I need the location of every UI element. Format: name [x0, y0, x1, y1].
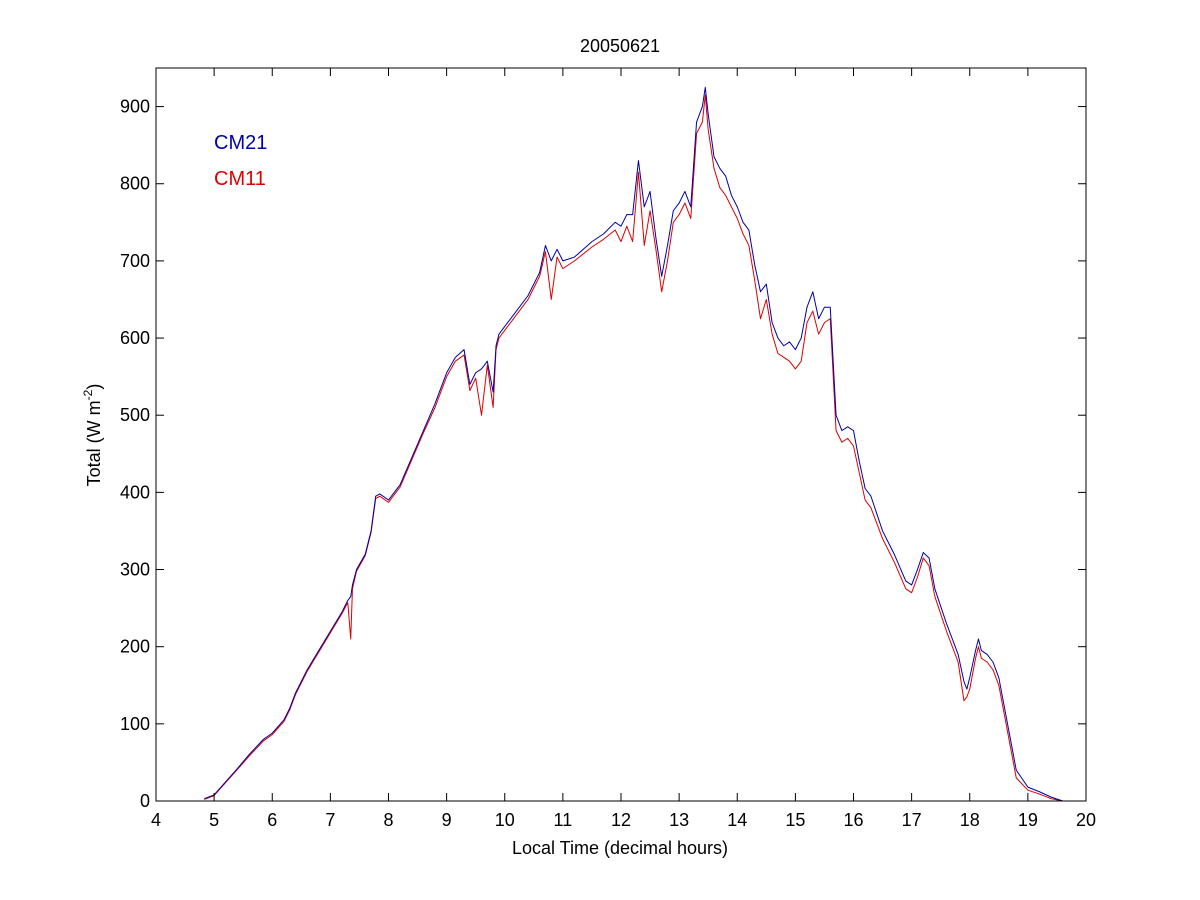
x-tick-label: 4 — [151, 810, 161, 830]
series-layer — [204, 86, 1063, 802]
x-tick-label: 20 — [1076, 810, 1096, 830]
x-tick-label: 12 — [611, 810, 631, 830]
x-tick-label: 11 — [554, 810, 573, 830]
series-line-cm21 — [204, 86, 1063, 802]
y-tick-label: 200 — [120, 637, 150, 657]
x-tick-label: 17 — [902, 810, 922, 830]
y-tick-label: 900 — [120, 97, 150, 117]
x-tick-label: 10 — [495, 810, 515, 830]
y-axis-label-superscript: -2 — [81, 389, 95, 400]
x-tick-label: 14 — [727, 810, 747, 830]
x-tick-label: 6 — [267, 810, 277, 830]
x-tick-label: 19 — [1018, 810, 1038, 830]
y-axis-label: Total (W m-2) — [81, 384, 104, 487]
y-tick-label: 0 — [140, 791, 150, 811]
y-tick-label: 800 — [120, 174, 150, 194]
x-tick-label: 5 — [209, 810, 219, 830]
y-tick-label: 700 — [120, 251, 150, 271]
x-tick-label: 7 — [325, 810, 335, 830]
legend-entry-cm21: CM21 — [214, 132, 267, 154]
x-tick-label: 8 — [383, 810, 393, 830]
y-tick-label: 500 — [120, 405, 150, 425]
y-tick-label: 600 — [120, 328, 150, 348]
x-tick-label: 15 — [785, 810, 805, 830]
x-axis-label: Local Time (decimal hours) — [512, 838, 728, 858]
x-tick-label: 9 — [442, 810, 452, 830]
x-tick-label: 18 — [960, 810, 980, 830]
y-axis-label-suffix: ) — [84, 384, 104, 390]
ticks-layer: 4 5 6 7 8 9 10 11 12 13 14 15 16 17 18 19 20010020030040… — [120, 68, 1096, 830]
chart-title: 20050621 — [580, 36, 660, 56]
legend: CM21 CM11 — [214, 132, 267, 190]
x-tick-label: 13 — [669, 810, 689, 830]
x-tick-label: 16 — [843, 810, 863, 830]
plot-frame — [155, 67, 1087, 802]
y-tick-label: 300 — [120, 560, 150, 580]
y-axis-label-prefix: Total (W m — [84, 400, 104, 486]
legend-entry-cm11: CM11 — [214, 168, 266, 190]
y-tick-label: 100 — [120, 714, 150, 734]
y-tick-label: 400 — [120, 482, 150, 502]
